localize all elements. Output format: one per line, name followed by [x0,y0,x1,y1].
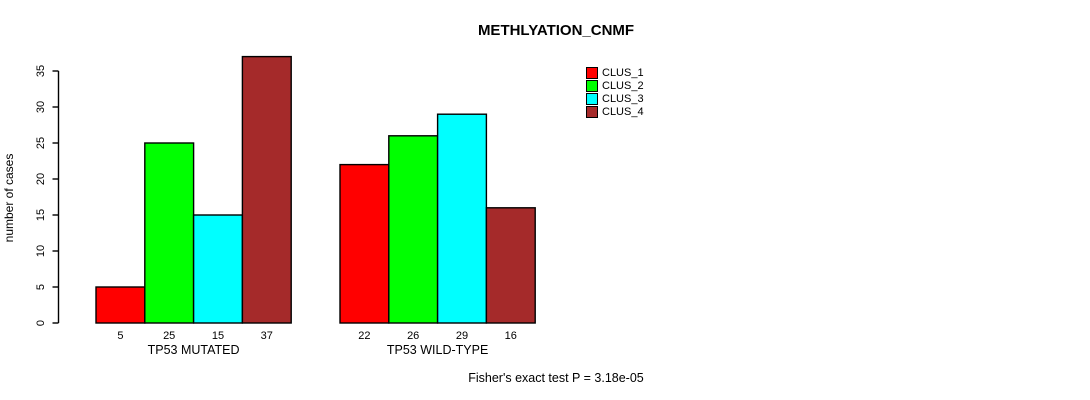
bar-value-label: 25 [163,330,175,342]
bar-clus-1-tp53-wild-type [339,163,390,324]
bar-clus-1-tp53-mutated [95,286,146,324]
bar-clus-3-tp53-wild-type [436,113,488,324]
bar-clus-4-tp53-mutated [241,55,292,324]
group-label-tp53-mutated: TP53 MUTATED [148,343,240,357]
bar-clus-2-tp53-mutated [144,142,195,324]
legend-label-clus-4: CLUS_4 [602,106,644,118]
y-tick-label: 30 [35,101,47,113]
legend-swatch-clus-1 [586,67,598,79]
group-label-tp53-wild-type: TP53 WILD-TYPE [387,343,488,357]
legend-item-clus-4: CLUS_4 [586,106,644,118]
legend-swatch-clus-2 [586,80,598,92]
bar-value-label: 29 [456,330,468,342]
bar-value-label: 26 [407,330,419,342]
bar-value-label: 22 [358,330,370,342]
legend: CLUS_1 CLUS_2 CLUS_3 CLUS_4 [586,67,644,118]
y-tick-label: 10 [35,245,47,257]
legend-label-clus-3: CLUS_3 [602,93,644,105]
plot-area: 0 5 10 15 20 25 30 35 5 25 15 37 TP53 MUTATED 22 26 29 1… [35,55,536,357]
legend-item-clus-2: CLUS_2 [586,80,644,92]
bar-value-label: 5 [117,330,123,342]
y-tick-label: 35 [35,65,47,77]
bar-clus-3-tp53-mutated [192,214,244,324]
y-tick-label: 0 [35,320,47,326]
bar-value-label: 15 [212,330,224,342]
legend-item-clus-3: CLUS_3 [586,93,644,105]
y-tick-label: 20 [35,173,47,185]
legend-swatch-clus-3 [586,93,598,105]
chart-title: METHLYATION_CNMF [478,22,634,39]
legend-label-clus-2: CLUS_2 [602,80,644,92]
legend-swatch-clus-4 [586,106,598,118]
bar-clus-4-tp53-wild-type [485,207,536,324]
legend-item-clus-1: CLUS_1 [586,67,644,79]
y-tick-label: 25 [35,137,47,149]
y-tick-label: 5 [35,284,47,290]
legend-label-clus-1: CLUS_1 [602,67,644,79]
y-axis-label: number of cases [2,154,16,243]
footer-annotation: Fisher's exact test P = 3.18e-05 [468,371,644,385]
bar-value-label: 37 [261,330,273,342]
y-tick-label: 15 [35,209,47,221]
bar-value-label: 16 [505,330,517,342]
bar-clus-2-tp53-wild-type [388,135,439,324]
